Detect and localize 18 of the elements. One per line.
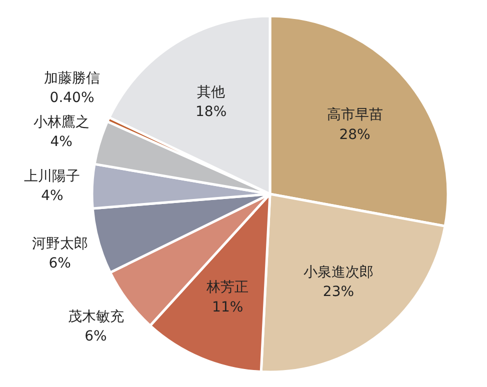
slice-label: 高市早苗 xyxy=(326,107,383,124)
data-label: 23% xyxy=(322,284,354,300)
data-label: 18% xyxy=(196,104,227,120)
data-label: 6% xyxy=(84,328,107,344)
slice-label: 小泉進次郎 xyxy=(304,264,374,280)
slice-label: 其他 xyxy=(197,84,226,100)
slice-label: 小林鷹之 xyxy=(33,114,90,131)
slice-label: 上川陽子 xyxy=(24,168,80,184)
slice-label: 茂木敏充 xyxy=(68,308,124,325)
data-label: 4% xyxy=(50,134,72,150)
data-label: 4% xyxy=(41,188,64,204)
data-label: 0.40% xyxy=(50,90,94,106)
data-label: 6% xyxy=(48,255,71,272)
slice-label: 林芳正 xyxy=(206,280,249,296)
slice-label: 加藤勝信 xyxy=(44,70,100,87)
slice-label: 河野太郎 xyxy=(32,236,88,252)
data-label: 28% xyxy=(339,126,370,143)
data-label: 11% xyxy=(212,299,244,316)
